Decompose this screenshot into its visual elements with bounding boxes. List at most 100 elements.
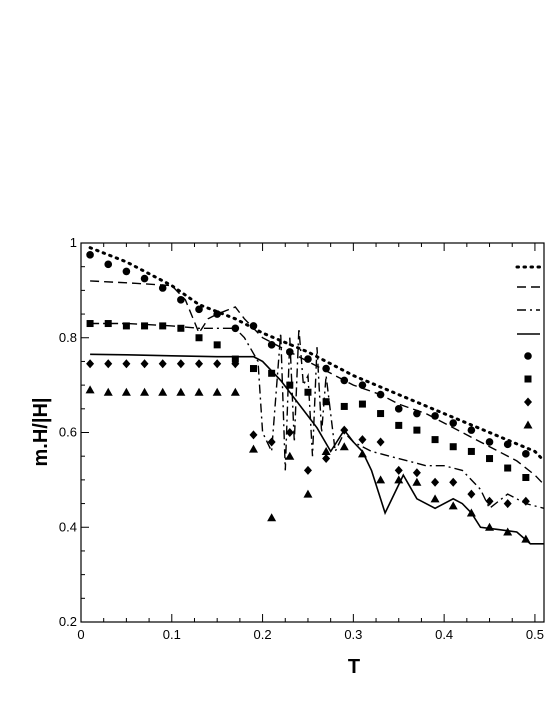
y-axis-label: m.H/|H| xyxy=(30,398,52,467)
data-point-circle xyxy=(522,450,530,458)
data-point-square xyxy=(340,402,348,410)
legend-marker-triangle xyxy=(523,420,533,429)
series-line-dash-dot xyxy=(90,322,545,510)
data-point-triangle xyxy=(503,527,513,536)
data-point-triangle xyxy=(448,501,458,510)
data-point-circle xyxy=(304,355,312,363)
data-point-square xyxy=(377,410,385,418)
data-point-square xyxy=(231,355,239,363)
x-tick-label: 0.5 xyxy=(526,627,544,642)
data-point-triangle xyxy=(521,534,531,543)
data-point-triangle xyxy=(321,446,331,455)
x-tick-label: 0.2 xyxy=(254,627,272,642)
data-point-circle xyxy=(231,324,240,333)
data-point-diamond xyxy=(412,468,421,478)
x-tick-label: 0.4 xyxy=(435,627,453,642)
legend-marker-circle xyxy=(524,352,532,360)
data-point-diamond xyxy=(285,428,294,437)
data-point-circle xyxy=(104,260,113,269)
data-point-triangle xyxy=(121,387,131,396)
data-point-diamond xyxy=(322,454,331,464)
data-point-square xyxy=(213,341,221,349)
data-point-square xyxy=(86,320,94,328)
data-point-triangle xyxy=(412,477,422,486)
data-point-square xyxy=(104,320,112,328)
data-point-circle xyxy=(122,267,131,276)
data-point-diamond xyxy=(358,435,367,445)
data-point-circle xyxy=(195,305,203,314)
data-point-circle xyxy=(449,419,458,427)
data-point-square xyxy=(522,474,530,482)
data-point-diamond xyxy=(376,437,385,447)
data-point-triangle xyxy=(376,475,386,484)
legend xyxy=(515,265,542,429)
data-point-triangle xyxy=(140,387,150,396)
data-point-square xyxy=(177,324,185,332)
plot-frame xyxy=(80,242,545,623)
plot-area xyxy=(80,242,545,623)
data-point-square xyxy=(504,464,512,472)
data-point-diamond xyxy=(340,425,349,435)
data-point-square xyxy=(431,436,439,444)
data-point-triangle xyxy=(158,387,168,396)
data-point-circle xyxy=(213,310,221,318)
data-point-triangle xyxy=(103,387,113,396)
data-point-square xyxy=(449,443,457,451)
y-tick-label: 1 xyxy=(70,235,77,250)
data-point-diamond xyxy=(467,489,476,499)
data-point-triangle xyxy=(394,475,404,484)
legend-marker-diamond xyxy=(524,397,532,407)
data-point-diamond xyxy=(249,430,258,440)
data-point-diamond xyxy=(122,359,131,369)
data-point-diamond xyxy=(503,499,512,509)
data-point-diamond xyxy=(176,359,185,369)
x-tick-label: 0.3 xyxy=(344,627,362,642)
data-point-diamond xyxy=(231,359,240,369)
data-point-circle xyxy=(376,390,385,399)
data-point-triangle xyxy=(267,513,277,522)
data-point-square xyxy=(395,421,403,429)
data-point-diamond xyxy=(86,359,95,369)
data-point-triangle xyxy=(230,387,240,396)
data-point-circle xyxy=(158,284,167,292)
data-point-square xyxy=(413,426,421,434)
data-point-square xyxy=(304,388,312,396)
data-point-circle xyxy=(140,274,149,283)
data-point-square xyxy=(322,398,330,406)
data-point-diamond xyxy=(195,359,204,369)
series-line-dotted xyxy=(88,246,545,463)
data-point-square xyxy=(268,369,276,377)
data-point-square xyxy=(122,322,130,330)
data-point-diamond xyxy=(394,465,403,475)
data-point-square xyxy=(286,381,294,389)
series-layer xyxy=(85,246,545,545)
data-point-triangle xyxy=(466,508,476,517)
data-point-circle xyxy=(249,322,258,330)
data-point-circle xyxy=(358,381,367,389)
data-point-diamond xyxy=(521,496,530,506)
data-point-circle xyxy=(340,376,349,385)
data-point-diamond xyxy=(140,359,149,369)
data-point-circle xyxy=(485,438,494,446)
data-point-circle xyxy=(467,426,476,434)
y-tick-label: 0.2 xyxy=(59,614,77,629)
data-point-diamond xyxy=(158,359,167,369)
data-point-triangle xyxy=(430,494,440,503)
data-point-circle xyxy=(177,296,185,304)
data-point-circle xyxy=(431,412,439,420)
data-point-square xyxy=(141,322,149,330)
data-point-square xyxy=(159,322,167,330)
data-point-triangle xyxy=(194,387,204,396)
data-point-circle xyxy=(394,405,403,413)
y-tick-label: 0.4 xyxy=(59,519,77,534)
data-point-diamond xyxy=(431,477,440,487)
data-point-triangle xyxy=(212,387,222,396)
legend-marker-square xyxy=(524,375,532,383)
data-point-diamond xyxy=(213,359,222,369)
series-line-solid xyxy=(90,353,544,545)
data-point-triangle xyxy=(339,442,349,451)
data-point-circle xyxy=(413,409,421,418)
axes-layer: 0 0.1 0.2 0.3 0.4 0.5 0.2 0.4 0.6 0.8 1 xyxy=(59,235,544,642)
data-point-circle xyxy=(267,341,276,349)
